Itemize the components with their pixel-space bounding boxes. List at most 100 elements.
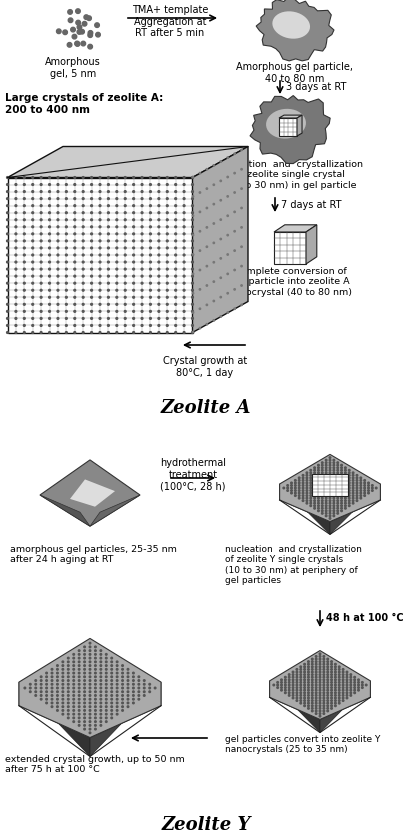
Circle shape <box>335 695 336 696</box>
Circle shape <box>89 702 91 704</box>
Circle shape <box>40 198 42 200</box>
Circle shape <box>57 710 58 711</box>
Circle shape <box>166 268 168 270</box>
Circle shape <box>116 176 118 179</box>
Circle shape <box>327 707 328 709</box>
Circle shape <box>308 679 309 680</box>
Circle shape <box>220 219 221 221</box>
Circle shape <box>150 240 151 242</box>
Circle shape <box>350 687 351 688</box>
Circle shape <box>150 233 151 235</box>
Circle shape <box>338 697 340 699</box>
Circle shape <box>327 702 328 704</box>
Circle shape <box>183 247 185 249</box>
Circle shape <box>89 684 91 685</box>
Circle shape <box>331 671 332 673</box>
Circle shape <box>122 676 123 678</box>
Circle shape <box>107 331 109 333</box>
Circle shape <box>335 664 336 665</box>
Circle shape <box>91 268 93 270</box>
Circle shape <box>158 184 160 185</box>
Circle shape <box>107 304 109 305</box>
Circle shape <box>319 671 321 673</box>
Circle shape <box>78 661 80 663</box>
Circle shape <box>337 477 339 479</box>
Circle shape <box>80 29 84 34</box>
Circle shape <box>76 9 80 13</box>
Circle shape <box>166 282 168 284</box>
Circle shape <box>337 461 339 463</box>
Circle shape <box>138 695 140 696</box>
Circle shape <box>124 268 126 270</box>
Circle shape <box>84 650 85 651</box>
Circle shape <box>57 219 59 221</box>
Circle shape <box>75 42 80 46</box>
Circle shape <box>192 275 193 277</box>
Circle shape <box>57 29 61 34</box>
Circle shape <box>74 247 76 249</box>
Circle shape <box>329 503 331 504</box>
Circle shape <box>111 676 112 678</box>
Polygon shape <box>266 109 306 138</box>
Text: gel particles convert into zeolite Y
nanocrystals (25 to 35 nm): gel particles convert into zeolite Y nan… <box>225 735 380 754</box>
Circle shape <box>99 310 101 312</box>
Circle shape <box>133 289 135 291</box>
Circle shape <box>116 710 118 711</box>
Circle shape <box>329 467 331 468</box>
Circle shape <box>316 687 317 688</box>
Circle shape <box>91 310 93 312</box>
Circle shape <box>234 211 235 212</box>
Circle shape <box>321 508 323 509</box>
Circle shape <box>99 304 101 305</box>
Circle shape <box>352 503 354 504</box>
Circle shape <box>7 325 8 326</box>
Circle shape <box>323 684 325 685</box>
Circle shape <box>91 205 93 206</box>
Circle shape <box>40 687 42 689</box>
Circle shape <box>314 498 316 499</box>
Circle shape <box>331 705 332 706</box>
Circle shape <box>40 247 42 249</box>
Circle shape <box>49 184 50 185</box>
Circle shape <box>40 184 42 185</box>
Circle shape <box>105 664 107 666</box>
Circle shape <box>325 500 327 502</box>
Circle shape <box>67 702 69 704</box>
Circle shape <box>124 219 126 221</box>
Circle shape <box>308 697 309 699</box>
Circle shape <box>150 205 151 206</box>
Circle shape <box>57 702 58 704</box>
Circle shape <box>227 215 228 216</box>
Circle shape <box>314 505 316 507</box>
Circle shape <box>40 190 42 192</box>
Circle shape <box>89 661 91 663</box>
Circle shape <box>304 687 305 688</box>
Circle shape <box>192 325 193 326</box>
Circle shape <box>73 676 74 678</box>
Circle shape <box>77 29 82 34</box>
Polygon shape <box>270 650 370 719</box>
Circle shape <box>15 282 17 284</box>
Circle shape <box>127 676 129 678</box>
Circle shape <box>99 325 101 326</box>
Circle shape <box>292 674 294 675</box>
Circle shape <box>183 296 185 298</box>
Circle shape <box>133 325 135 326</box>
Circle shape <box>327 692 328 694</box>
Circle shape <box>308 705 309 706</box>
Circle shape <box>116 296 118 298</box>
Circle shape <box>84 15 88 19</box>
Circle shape <box>141 176 143 179</box>
Circle shape <box>73 713 74 715</box>
Circle shape <box>344 498 346 499</box>
Circle shape <box>15 325 17 326</box>
Circle shape <box>331 666 332 668</box>
Circle shape <box>116 184 118 185</box>
Circle shape <box>321 505 323 507</box>
Circle shape <box>73 687 74 689</box>
Circle shape <box>333 475 335 477</box>
Circle shape <box>368 490 369 492</box>
Circle shape <box>300 702 301 704</box>
Circle shape <box>107 261 109 263</box>
Circle shape <box>349 500 350 502</box>
